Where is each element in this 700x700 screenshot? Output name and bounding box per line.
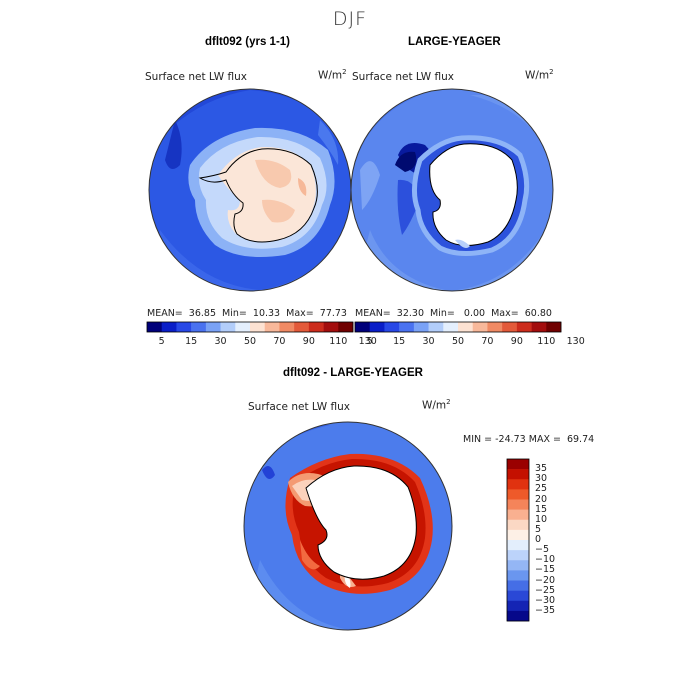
colorbar-swatch xyxy=(507,529,529,541)
diff-unit-label: W/m2 xyxy=(422,398,451,412)
colorbar-swatch xyxy=(507,580,529,591)
colorbar-swatch xyxy=(308,322,324,332)
colorbar-swatch xyxy=(294,322,310,332)
colorbar-tick-label: 15 xyxy=(535,503,548,515)
colorbar-swatch xyxy=(191,322,207,332)
colorbar-swatch xyxy=(338,322,354,332)
obs-panel-title: LARGE-YEAGER xyxy=(408,36,501,48)
colorbar-swatch xyxy=(384,322,400,332)
colorbar-swatch xyxy=(369,322,385,332)
colorbar-swatch xyxy=(472,322,488,332)
colorbar-swatch xyxy=(502,322,518,332)
colorbar-tick-label: 50 xyxy=(243,336,257,347)
diff-polar-map xyxy=(244,422,452,630)
colorbar-swatch xyxy=(458,322,474,332)
colorbar-swatch xyxy=(507,509,529,521)
colorbar-swatch xyxy=(161,322,177,332)
colorbar-swatch xyxy=(507,499,529,510)
model-unit-label: W/m2 xyxy=(318,68,347,82)
colorbar-tick-label: 70 xyxy=(273,336,286,347)
colorbar-tick-label: 90 xyxy=(302,336,315,347)
model-variable-label: Surface net LW flux xyxy=(145,71,247,83)
colorbar-tick-label: 5 xyxy=(158,336,165,347)
colorbar-swatch xyxy=(507,590,529,602)
diff-minmax: MIN = -24.73 MAX = 69.74 xyxy=(463,434,595,445)
colorbar-swatch xyxy=(531,322,547,332)
colorbar-tick-label: 5 xyxy=(535,523,542,535)
colorbar-swatch xyxy=(235,322,251,332)
obs-unit-label: W/m2 xyxy=(525,68,554,82)
colorbar-tick-label: 130 xyxy=(358,336,377,347)
colorbar-tick-label: −30 xyxy=(535,594,556,606)
colorbar-tick-label: 25 xyxy=(535,483,548,495)
colorbar-swatch xyxy=(507,469,529,480)
colorbar-swatch xyxy=(507,550,529,561)
colorbar-swatch xyxy=(507,560,529,571)
colorbar-swatch xyxy=(507,459,529,470)
obs-colorbar xyxy=(354,321,562,333)
colorbar-tick-label: 10 xyxy=(535,513,548,525)
colorbar-tick-label: 15 xyxy=(393,336,406,347)
colorbar-swatch xyxy=(487,322,503,332)
model-panel-title: dflt092 (yrs 1-1) xyxy=(205,36,291,48)
colorbar-swatch xyxy=(507,519,529,531)
colorbar-tick-label: 110 xyxy=(329,336,348,347)
colorbar-swatch xyxy=(507,600,529,612)
colorbar-tick-label: −25 xyxy=(535,584,556,596)
colorbar-tick-label: 110 xyxy=(537,336,556,347)
colorbar-swatch xyxy=(279,322,295,332)
colorbar-tick-label: −10 xyxy=(535,554,556,566)
colorbar-tick-label: 30 xyxy=(535,473,548,485)
diff-panel-title: dflt092 - LARGE-YEAGER xyxy=(283,367,423,379)
colorbar-tick-label: 90 xyxy=(510,336,523,347)
colorbar-swatch xyxy=(147,322,163,332)
colorbar-swatch xyxy=(507,489,529,500)
obs-colorbar-labels: 5 15 30 50 70 90 110 130 xyxy=(0,336,700,350)
colorbar-swatch xyxy=(355,322,371,332)
colorbar-tick-label: 35 xyxy=(535,463,548,475)
model-colorbar-labels: 5 15 30 50 70 90 110 130 xyxy=(0,336,700,350)
colorbar-swatch xyxy=(250,322,266,332)
colorbar-tick-label: 30 xyxy=(422,336,435,347)
colorbar-swatch xyxy=(323,322,339,332)
colorbar-swatch xyxy=(507,570,529,581)
colorbar-swatch xyxy=(413,322,429,332)
model-colorbar xyxy=(146,321,354,333)
colorbar-swatch xyxy=(507,610,529,622)
colorbar-swatch xyxy=(516,322,532,332)
colorbar-tick-label: 0 xyxy=(535,534,542,545)
colorbar-swatch xyxy=(443,322,459,332)
obs-variable-label: Surface net LW flux xyxy=(352,71,454,83)
obs-stats: MEAN= 32.30 Min= 0.00 Max= 60.80 xyxy=(355,308,552,319)
colorbar-swatch xyxy=(220,322,236,332)
colorbar-swatch xyxy=(507,479,529,490)
colorbar-swatch xyxy=(205,322,221,332)
colorbar-tick-label: 70 xyxy=(481,336,494,347)
colorbar-swatch xyxy=(428,322,444,332)
colorbar-tick-label: −15 xyxy=(535,564,556,576)
colorbar-swatch xyxy=(546,322,562,332)
colorbar-tick-label: −20 xyxy=(535,574,556,586)
colorbar-swatch xyxy=(264,322,280,332)
colorbar-tick-label: 15 xyxy=(185,336,198,347)
model-polar-map xyxy=(149,89,351,291)
colorbar-tick-label: 20 xyxy=(535,493,548,505)
diff-colorbar xyxy=(506,458,530,622)
colorbar-tick-label: 130 xyxy=(566,336,585,347)
figure-season-title: DJF xyxy=(332,8,368,30)
colorbar-swatch xyxy=(176,322,192,332)
colorbar-swatch xyxy=(507,540,529,551)
colorbar-tick-label: −35 xyxy=(535,604,556,616)
colorbar-tick-label: −5 xyxy=(535,544,550,556)
colorbar-swatch xyxy=(399,322,415,332)
colorbar-tick-label: 50 xyxy=(451,336,465,347)
diff-variable-label: Surface net LW flux xyxy=(248,401,350,413)
colorbar-tick-label: 5 xyxy=(366,336,373,347)
colorbar-tick-label: 30 xyxy=(214,336,227,347)
model-stats: MEAN= 36.85 Min= 10.33 Max= 77.73 xyxy=(147,308,347,319)
